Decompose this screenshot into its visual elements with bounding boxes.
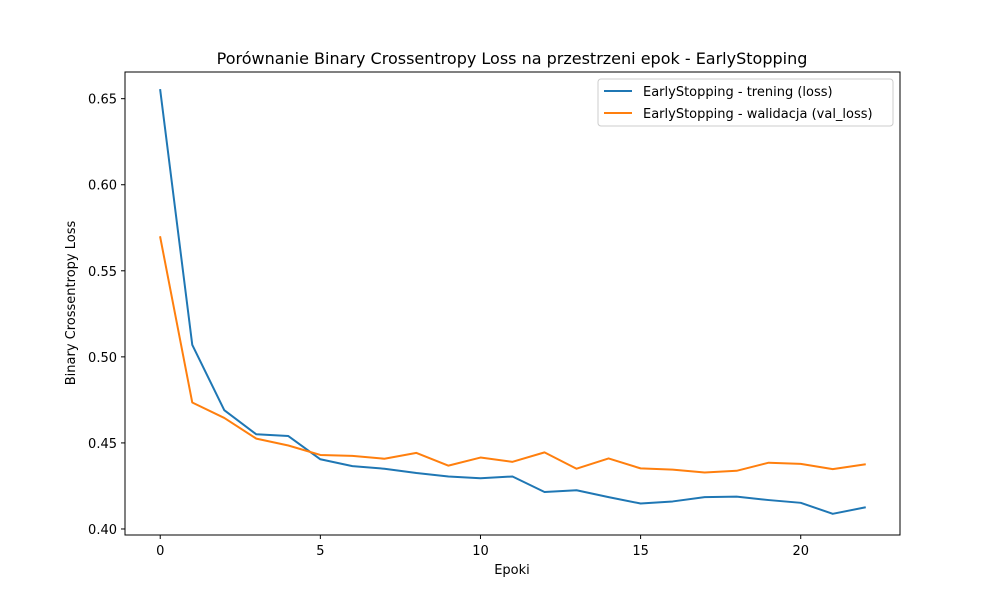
- x-tick-label: 5: [316, 544, 324, 559]
- x-tick-label: 20: [792, 544, 809, 559]
- legend-label-1: EarlyStopping - trening (loss): [643, 85, 833, 100]
- y-tick-label: 0.55: [88, 265, 117, 280]
- y-tick-label: 0.45: [88, 437, 117, 452]
- legend-box: [597, 78, 894, 127]
- x-tick-label: 10: [472, 544, 489, 559]
- y-tick-label: 0.50: [88, 351, 117, 366]
- x-tick-label: 15: [632, 544, 649, 559]
- y-axis-label: Binary Crossentropy Loss: [64, 221, 79, 386]
- legend: EarlyStopping - trening (loss) EarlyStopp…: [597, 78, 894, 127]
- series-line-1: [159, 88, 866, 515]
- legend-label-2: EarlyStopping - walidacja (val_loss): [643, 107, 873, 122]
- y-tick-label: 0.60: [88, 179, 117, 194]
- series-line-2: [159, 236, 866, 474]
- y-tick-label: 0.40: [88, 523, 117, 538]
- chart-title: Porównanie Binary Crossentropy Loss na p…: [217, 49, 808, 68]
- x-tick-label: 0: [156, 544, 164, 559]
- axes-frame: [124, 71, 901, 536]
- y-tick-label: 0.65: [88, 93, 117, 108]
- x-axis-label: Epoki: [494, 563, 530, 578]
